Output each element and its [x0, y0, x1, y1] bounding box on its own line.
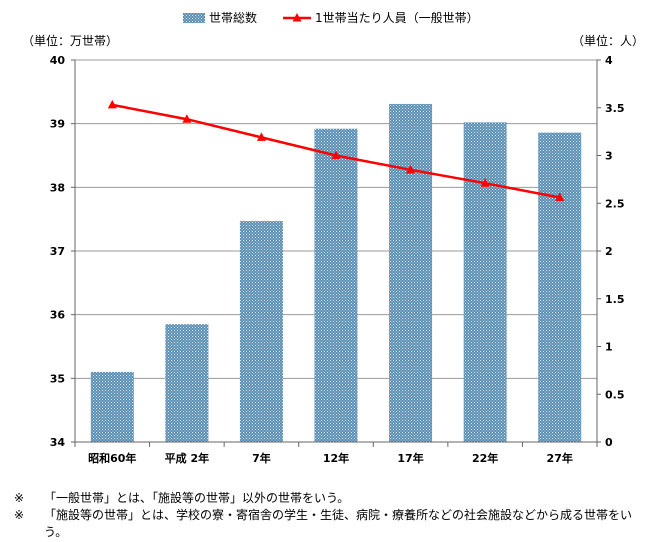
y2-tick-label: 0 — [605, 436, 613, 449]
y-tick-label: 35 — [50, 372, 65, 385]
line-point — [256, 132, 266, 141]
footnote-text: 「一般世帯」とは、「施設等の世帯」以外の世帯をいう。 — [44, 491, 350, 505]
bar — [239, 221, 283, 442]
line-point — [331, 150, 341, 159]
x-tick-label: 7年 — [252, 451, 271, 465]
x-tick-label: 17年 — [397, 451, 423, 465]
y2-axis-unit-label: （単位：人） — [572, 34, 645, 48]
y2-tick-label: 1 — [605, 341, 613, 354]
x-tick-label: 12年 — [323, 451, 349, 465]
bar — [538, 132, 582, 442]
tick-labels: 34 35 36 37 38 39 40 0 0.5 1 1.5 2 2.5 3 3.5 4 昭和60年 平成 2… — [50, 54, 625, 465]
x-tick-label: 平成 2年 — [165, 451, 209, 465]
bar — [314, 128, 358, 442]
x-tick-label: 27年 — [547, 451, 573, 465]
legend: 世帯総数 1世帯当たり人員（一般世帯） — [183, 10, 479, 25]
bar — [90, 371, 134, 442]
line-point — [107, 99, 117, 109]
y-axis-unit-label: （単位：万世帯） — [22, 34, 119, 48]
footnote-mark: ※ — [14, 491, 25, 505]
bar-series — [90, 103, 582, 443]
footnote: ※ 「一般世帯」とは、「施設等の世帯」以外の世帯をいう。 — [14, 490, 634, 507]
legend-swatch-bar — [183, 13, 205, 23]
bar — [463, 122, 507, 442]
x-tick-label: 22年 — [472, 451, 498, 465]
legend-label-line: 1世帯当たり人員（一般世帯） — [315, 10, 479, 25]
legend-label-bar: 世帯総数 — [209, 10, 257, 25]
line-point — [480, 178, 490, 187]
chart: 34 35 36 37 38 39 40 0 0.5 1 1.5 2 2.5 3 3.5 4 昭和60年 平成 2… — [50, 10, 625, 465]
bar — [165, 324, 209, 442]
bar — [389, 103, 433, 443]
line-point — [406, 164, 416, 174]
y2-tick-label: 2.5 — [605, 197, 625, 210]
y-tick-label: 36 — [50, 309, 66, 322]
y-tick-label: 38 — [50, 181, 65, 194]
footnote: ※ 「施設等の世帯」とは、学校の寮・寄宿舎の学生・生徒、病院・療養所などの社会施… — [14, 507, 634, 541]
line-point — [182, 114, 192, 123]
y2-tick-label: 3 — [605, 150, 613, 163]
line-point — [555, 192, 565, 202]
y2-tick-label: 2 — [605, 245, 613, 258]
y-tick-label: 39 — [50, 118, 65, 131]
legend-marker-line — [292, 13, 302, 22]
y2-tick-label: 0.5 — [605, 388, 625, 401]
axes — [71, 59, 601, 447]
y-tick-label: 40 — [50, 54, 66, 67]
x-tick-label: 昭和60年 — [88, 451, 136, 465]
footnote-text: 「施設等の世帯」とは、学校の寮・寄宿舎の学生・生徒、病院・療養所などの社会施設な… — [44, 508, 633, 539]
y2-tick-label: 1.5 — [605, 293, 625, 306]
footnote-mark: ※ — [14, 508, 25, 522]
y2-tick-label: 3.5 — [605, 102, 625, 115]
y2-tick-label: 4 — [605, 54, 613, 67]
footnotes: ※ 「一般世帯」とは、「施設等の世帯」以外の世帯をいう。 ※ 「施設等の世帯」と… — [14, 490, 634, 541]
y-tick-label: 37 — [50, 245, 65, 258]
y-tick-label: 34 — [50, 436, 66, 449]
line-series — [107, 99, 565, 202]
